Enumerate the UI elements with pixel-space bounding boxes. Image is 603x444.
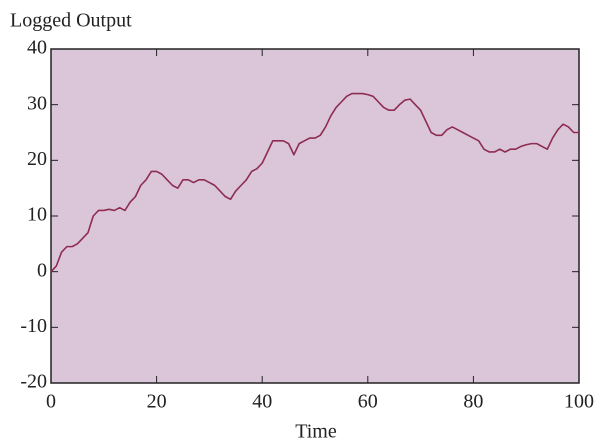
- x-tick-label: 0: [46, 391, 56, 413]
- y-axis-label: Logged Output: [10, 10, 132, 32]
- x-tick-label: 20: [147, 391, 167, 413]
- x-tick-label: 40: [252, 391, 272, 413]
- x-tick-label: 80: [463, 391, 483, 413]
- y-tick-label: 0: [37, 259, 47, 281]
- x-tick-label: 100: [564, 391, 594, 413]
- y-tick-label: 30: [27, 92, 47, 114]
- x-tick-label: 60: [358, 391, 378, 413]
- y-tick-label: -20: [20, 371, 47, 393]
- y-tick-label: -10: [20, 315, 47, 337]
- plot-area: [50, 48, 580, 384]
- x-axis-label: Time: [295, 421, 337, 443]
- y-tick-label: 10: [27, 204, 47, 226]
- y-tick-label: 20: [27, 148, 47, 170]
- data-line: [50, 92, 579, 273]
- y-tick-label: 40: [27, 37, 47, 59]
